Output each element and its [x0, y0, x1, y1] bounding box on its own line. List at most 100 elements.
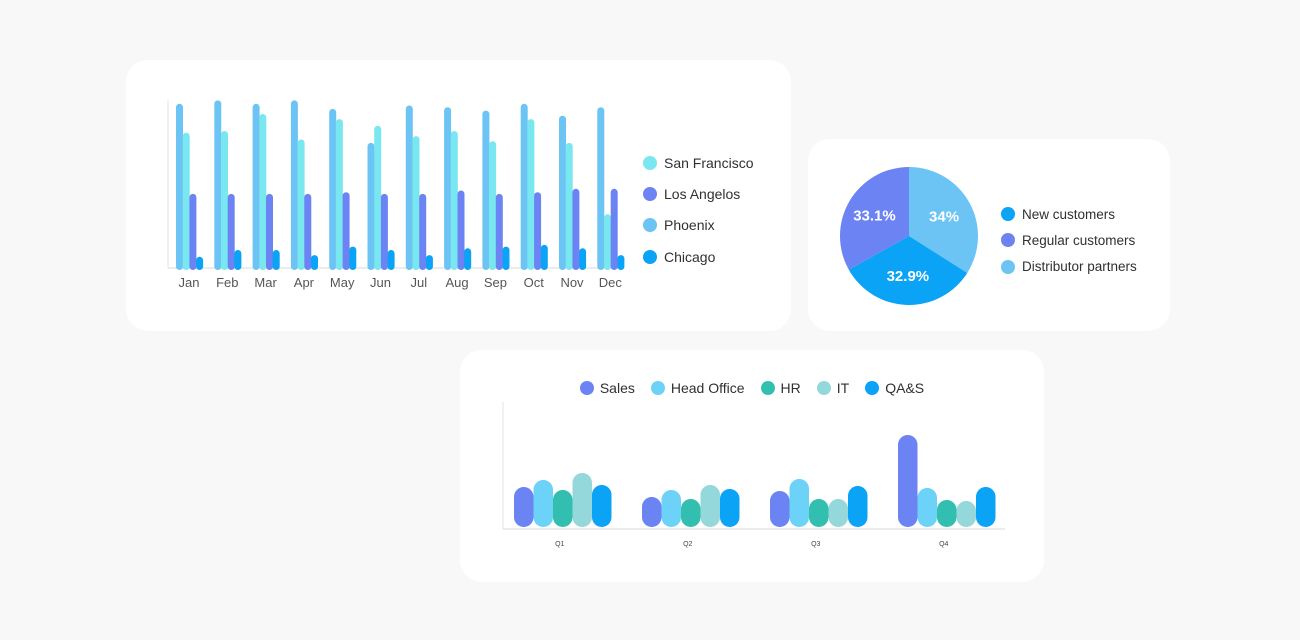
legend-item-hr: HR — [760, 380, 801, 396]
bar-san-francisco-jan — [182, 132, 190, 270]
legend-swatch — [643, 218, 657, 233]
bar-head-office-q3 — [789, 479, 809, 527]
legend-label: New customers — [1022, 206, 1116, 222]
bar-hr-q2 — [681, 499, 701, 527]
bar-chicago-sep — [502, 246, 510, 270]
bar-it-q3 — [828, 499, 848, 527]
legend-label: Distributor partners — [1022, 259, 1137, 275]
bar-san-francisco-dec — [604, 214, 611, 270]
bar-chicago-aug — [464, 248, 472, 270]
bar-los-angelos-apr — [304, 193, 312, 270]
x-tick-label: Dec — [599, 275, 623, 290]
x-tick-label: Nov — [560, 275, 584, 290]
legend-label: Chicago — [664, 248, 716, 265]
legend-swatch — [1001, 233, 1015, 248]
monthly-bar-chart: Jan Feb Mar Apr May Jun Jul Aug Sep Oct Nov Dec — [167, 100, 625, 290]
bar-phoenix-nov — [559, 115, 566, 270]
bar-qa-s-q2 — [720, 489, 740, 527]
bar-los-angelos-may — [342, 192, 350, 270]
legend-item-distributor-partners: Distributor partners — [1001, 254, 1137, 280]
bar-san-francisco-aug — [450, 131, 458, 270]
legend-swatch — [865, 381, 880, 395]
legend-item-los-angelos: Los Angelos — [643, 178, 753, 209]
legend-item-phoenix: Phoenix — [643, 210, 753, 241]
bar-head-office-q2 — [661, 490, 681, 527]
bar-san-francisco-sep — [489, 141, 497, 270]
legend-swatch — [1001, 259, 1015, 274]
quarterly-chart-card: Sales Head Office HR IT QA&S Q1 Q2 Q3 Q4 — [460, 350, 1044, 582]
bar-los-angelos-jul — [419, 193, 427, 270]
legend-label: Los Angelos — [664, 185, 741, 202]
monthly-chart-card: Jan Feb Mar Apr May Jun Jul Aug Sep Oct Nov Dec San… — [126, 60, 791, 331]
bar-sales-q2 — [642, 497, 662, 527]
bar-head-office-q1 — [533, 480, 553, 527]
legend-label: HR — [780, 380, 801, 396]
x-tick-label: Jan — [179, 275, 200, 290]
bar-chicago-jan — [196, 256, 204, 270]
legend-item-new-customers: New customers — [1001, 201, 1137, 227]
x-tick-label: Q4 — [939, 541, 948, 548]
bar-hr-q1 — [553, 490, 573, 527]
bar-sales-q4 — [898, 435, 918, 527]
bar-phoenix-apr — [290, 100, 298, 271]
bar-los-angelos-sep — [495, 193, 503, 270]
bar-san-francisco-may — [335, 119, 343, 270]
bar-it-q2 — [700, 485, 720, 527]
bar-sales-q1 — [514, 487, 534, 527]
legend-item-regular-customers: Regular customers — [1001, 227, 1137, 253]
bar-phoenix-jun — [367, 142, 375, 270]
legend-label: Phoenix — [664, 217, 715, 234]
bar-phoenix-may — [329, 108, 337, 271]
x-tick-label: Q2 — [683, 541, 692, 548]
bar-chicago-nov — [579, 248, 587, 270]
monthly-legend: San Francisco Los Angelos Phoenix Chicag… — [643, 147, 753, 272]
pie-legend: New customers Regular customers Distribu… — [1001, 201, 1137, 280]
x-tick-label: Aug — [446, 275, 469, 290]
bar-phoenix-dec — [597, 107, 605, 270]
x-tick-label: Jul — [410, 275, 427, 290]
bar-hr-q3 — [809, 499, 829, 527]
bar-phoenix-feb — [214, 100, 222, 271]
legend-swatch — [643, 249, 657, 264]
customer-pie-chart: 34% 32.9% 33.1% — [840, 167, 978, 305]
quarterly-legend: Sales Head Office HR IT QA&S — [460, 380, 1044, 396]
bar-chicago-oct — [540, 244, 548, 270]
bar-los-angelos-feb — [227, 193, 235, 270]
legend-item-head-office: Head Office — [650, 380, 745, 396]
bar-it-q1 — [572, 473, 592, 527]
legend-item-san-francisco: San Francisco — [643, 147, 753, 178]
slice-new-customers — [848, 236, 968, 305]
x-tick-label: May — [330, 275, 355, 290]
slice-distributor-partners — [909, 167, 978, 273]
legend-swatch — [579, 381, 594, 395]
x-tick-label: Q1 — [555, 541, 564, 548]
bar-los-angelos-mar — [266, 193, 273, 270]
bar-qa-s-q3 — [848, 486, 868, 527]
legend-swatch — [816, 381, 831, 395]
bar-san-francisco-apr — [297, 139, 305, 270]
bar-san-francisco-feb — [221, 131, 228, 270]
quarterly-bar-chart: Q1 Q2 Q3 Q4 — [502, 402, 1005, 548]
bar-qa-s-q1 — [592, 485, 612, 527]
legend-swatch — [1001, 207, 1015, 222]
bar-qa-s-q4 — [976, 487, 996, 527]
customer-pie-card: 34% 32.9% 33.1% New customers Regular cust… — [808, 139, 1170, 331]
legend-item-sales: Sales — [579, 380, 635, 396]
slice-label-distributor-partners: 34% — [929, 209, 959, 226]
bar-los-angelos-jun — [380, 193, 388, 270]
bar-phoenix-sep — [482, 110, 490, 270]
slice-regular-customers — [840, 167, 909, 270]
legend-label: Regular customers — [1022, 232, 1136, 248]
bar-chicago-jun — [387, 250, 395, 270]
bar-los-angelos-nov — [572, 188, 580, 270]
x-tick-label: Jun — [370, 275, 391, 290]
bar-los-angelos-jan — [189, 193, 197, 270]
bar-phoenix-mar — [252, 103, 260, 270]
bar-san-francisco-mar — [259, 114, 267, 270]
legend-item-chicago: Chicago — [643, 241, 753, 272]
bar-phoenix-jan — [176, 103, 183, 270]
bar-los-angelos-aug — [457, 190, 465, 270]
legend-item-qa-s: QA&S — [865, 380, 924, 396]
bar-it-q4 — [956, 501, 976, 527]
bar-chicago-mar — [272, 250, 280, 270]
